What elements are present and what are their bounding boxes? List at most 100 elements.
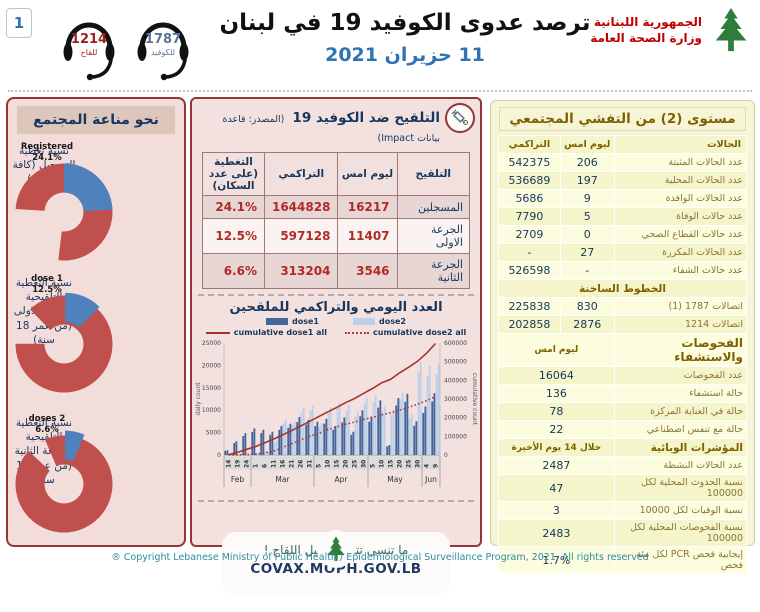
donut-series-label: 2 doses 6.6% bbox=[28, 414, 66, 436]
vaccination-trend-chart: 0 5000 10000 15000 20000 25000 0 100000 200000 30… bbox=[195, 340, 478, 488]
indicator-row: نسبة الوفيات لكل 10000 3 bbox=[498, 501, 748, 520]
legend-swatch bbox=[205, 331, 230, 334]
legend-swatch bbox=[266, 318, 289, 326]
test-row: حالة مع تنفس اصطناعي 22 bbox=[498, 420, 748, 439]
section-divider bbox=[198, 500, 474, 503]
cedar-icon bbox=[715, 7, 747, 52]
hotlines-section-row: الخطوط الساخنة bbox=[498, 279, 747, 298]
svg-text:15: 15 bbox=[334, 460, 341, 468]
table-cell: 16217 bbox=[337, 195, 398, 220]
headset-icon bbox=[137, 22, 189, 81]
vaccination-title: التلقيح ضد الكوفيد 19 bbox=[292, 110, 440, 126]
svg-text:30: 30 bbox=[361, 460, 368, 468]
legend-item: dose1 bbox=[266, 317, 319, 326]
covax-bubble: ما تنسى تتسجل لنيل اللقاح ! COVAX.MOPH.G… bbox=[222, 530, 450, 597]
table-cell: 47 bbox=[498, 474, 615, 502]
table-cell: 9 bbox=[559, 189, 615, 208]
test-row: حالة في العناية المركزة 78 bbox=[498, 402, 748, 421]
immunity-donut-block: نسبة التغطية التلقيحية للجرعة الثانية (م… bbox=[8, 408, 184, 548]
svg-text:30: 30 bbox=[415, 460, 422, 468]
case-row: عدد حالات الشفاء -526598 bbox=[498, 261, 748, 280]
svg-text:100000: 100000 bbox=[444, 434, 467, 441]
svg-text:5: 5 bbox=[370, 464, 377, 468]
table-cell: 1.7% bbox=[498, 546, 615, 574]
table-cell: 197 bbox=[559, 171, 615, 190]
legend-item: cumulative dose2 all bbox=[345, 328, 466, 337]
legend-item: dose2 bbox=[353, 317, 406, 326]
table-cell: الجرعة الاولى bbox=[396, 218, 471, 255]
table-cell: الفحوصات والاستشفاء bbox=[613, 333, 748, 367]
table-cell: 2876 bbox=[559, 315, 615, 334]
table-cell: عدد الحالات المثبتة bbox=[613, 153, 748, 172]
svg-text:0: 0 bbox=[444, 452, 448, 459]
svg-text:0: 0 bbox=[217, 452, 221, 459]
table-cell: عدد الحالات المكررة bbox=[613, 243, 748, 262]
svg-text:cumulative count: cumulative count bbox=[471, 373, 478, 426]
col-header-yesterday: ليوم امس bbox=[337, 151, 398, 197]
outbreak-table: الحالات ليوم امس التراكمي عدد الحالات المثب… bbox=[498, 135, 748, 574]
table-cell: - bbox=[559, 261, 615, 280]
donut-chart bbox=[15, 430, 114, 533]
report-date: 11 حزيران 2021 bbox=[325, 44, 485, 66]
hotline-row: اتصالات 1787 (1) 830 225838 bbox=[498, 297, 748, 316]
svg-text:25000: 25000 bbox=[202, 340, 221, 347]
logo-line2: وزارة الصحة العامة bbox=[590, 31, 702, 45]
table-cell: 27 bbox=[559, 243, 615, 262]
table-cell: عدد الحالات المحلية bbox=[613, 171, 748, 190]
table-cell: 7790 bbox=[498, 207, 561, 226]
table-cell: الخطوط الساخنة bbox=[498, 279, 747, 298]
immunity-donut-block: نسبة تغطية التسجيل (كافة الاعمار) Registe… bbox=[8, 136, 184, 268]
svg-text:5: 5 bbox=[316, 464, 323, 468]
svg-text:26: 26 bbox=[298, 460, 305, 468]
svg-text:25: 25 bbox=[352, 460, 359, 468]
svg-text:May: May bbox=[387, 475, 403, 484]
chart-title: العدد اليومي والتراكمي للملقحين bbox=[229, 300, 443, 316]
indicator-row: نسبة الفحوصات المحلية لكل 100000 2483 bbox=[498, 519, 748, 547]
table-cell: خلال 14 يوم الأخيرة bbox=[498, 438, 615, 457]
donut-chart bbox=[15, 163, 113, 261]
case-row: عدد الحالات الوافدة 9 5686 bbox=[498, 189, 748, 208]
svg-text:15000: 15000 bbox=[202, 385, 221, 392]
svg-text:15: 15 bbox=[388, 460, 395, 468]
logo-line1: الجمهورية اللبنانية bbox=[593, 14, 702, 29]
svg-text:daily count: daily count bbox=[195, 382, 202, 416]
legend-swatch bbox=[353, 318, 375, 326]
svg-text:14: 14 bbox=[226, 460, 233, 468]
copyright-footer: ® Copyright Lebanese Ministry of Public … bbox=[111, 552, 649, 563]
table-cell: 202858 bbox=[498, 315, 561, 334]
svg-text:16: 16 bbox=[280, 460, 287, 468]
svg-text:10: 10 bbox=[325, 460, 332, 468]
page-number-badge: 1 bbox=[6, 8, 32, 38]
vaccination-table-row: المسجلين 16217 1644828 24.1% bbox=[202, 195, 471, 220]
table-cell: نسبة الفحوصات المحلية لكل 100000 bbox=[613, 519, 748, 547]
table-cell: 16064 bbox=[498, 366, 615, 385]
table-cell: 3 bbox=[498, 501, 615, 520]
svg-text:21: 21 bbox=[289, 460, 296, 468]
table-cell: 2709 bbox=[498, 225, 561, 244]
panel-title: نحو مناعة المجتمع bbox=[17, 106, 175, 134]
table-cell: 0 bbox=[559, 225, 615, 244]
community-spread-panel: مستوى (2) من التفشي المجتمعي الحالات ليوم… bbox=[490, 100, 755, 574]
moph-logo: الجمهورية اللبنانية وزارة الصحة العامة bbox=[590, 6, 754, 54]
svg-text:20: 20 bbox=[397, 460, 404, 468]
table-cell: نسبة الوفيات لكل 10000 bbox=[613, 501, 748, 520]
table-cell: 6.6% bbox=[202, 253, 265, 290]
legend-swatch bbox=[345, 331, 369, 334]
test-row: حالة استشفاء 136 bbox=[498, 384, 748, 403]
table-cell: 12.5% bbox=[202, 218, 265, 255]
vaccination-panel: التلقيح ضد الكوفيد 19 (المصدر: قاعدة بيا… bbox=[190, 97, 482, 597]
case-row: عدد الحالات المحلية 197 536689 bbox=[498, 171, 748, 190]
table-cell: 206 bbox=[559, 153, 615, 172]
table-header-row: التلقيح ليوم امس التراكمي التغطية (على ع… bbox=[202, 151, 471, 197]
table-cell: الجرعة الثانية bbox=[396, 253, 471, 290]
case-row: عدد الحالات المكررة 27- bbox=[498, 243, 748, 262]
table-cell: حالة مع تنفس اصطناعي bbox=[613, 420, 748, 439]
table-cell: المسجلين bbox=[396, 195, 471, 220]
section-divider bbox=[198, 294, 474, 297]
svg-text:Apr: Apr bbox=[335, 475, 349, 484]
donut-chart bbox=[15, 292, 114, 393]
table-cell: حالة استشفاء bbox=[613, 384, 748, 403]
svg-text:Feb: Feb bbox=[231, 475, 245, 484]
table-cell: اتصالات 1787 (1) bbox=[613, 297, 748, 316]
svg-text:1: 1 bbox=[253, 464, 260, 468]
